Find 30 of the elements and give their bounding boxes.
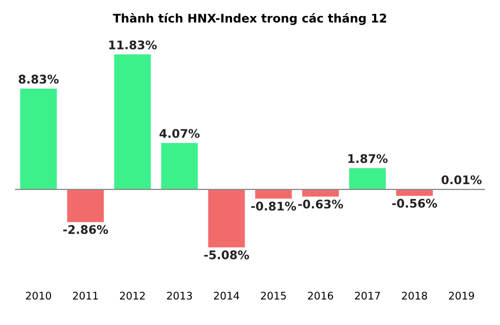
x-tick-label: 2011 (73, 292, 98, 300)
data-label: 4.07% (160, 128, 200, 138)
bar (349, 168, 386, 190)
x-tick-label: 2010 (26, 292, 52, 300)
data-label: -5.08% (204, 250, 250, 260)
data-label: -0.63% (298, 200, 344, 209)
x-tick-label: 2019 (449, 292, 474, 300)
x-tick-label: 2017 (355, 292, 380, 300)
data-label: -0.56% (392, 198, 438, 208)
data-label: -2.86% (63, 225, 108, 234)
data-label: 1.87% (348, 154, 388, 164)
data-label: 11.83% (109, 40, 157, 50)
x-tick-label: 2012 (120, 292, 145, 300)
bar (255, 189, 292, 199)
x-tick-label: 2016 (308, 292, 334, 300)
bar (302, 189, 339, 197)
x-tick-label: 2013 (167, 292, 192, 300)
bar (396, 189, 433, 196)
x-tick-label: 2014 (214, 292, 240, 300)
bar (161, 142, 198, 190)
x-tick-label: 2015 (261, 292, 286, 300)
data-label: 8.83% (18, 74, 59, 84)
x-tick-label: 2018 (402, 292, 428, 300)
bar (20, 88, 57, 190)
chart-title: Thành tích HNX-Index trong các tháng 12 (112, 13, 386, 25)
data-label: 0.01% (442, 175, 482, 184)
bar (114, 54, 151, 190)
data-label: -0.81% (251, 202, 296, 211)
bar (67, 189, 104, 222)
bar (208, 189, 245, 248)
